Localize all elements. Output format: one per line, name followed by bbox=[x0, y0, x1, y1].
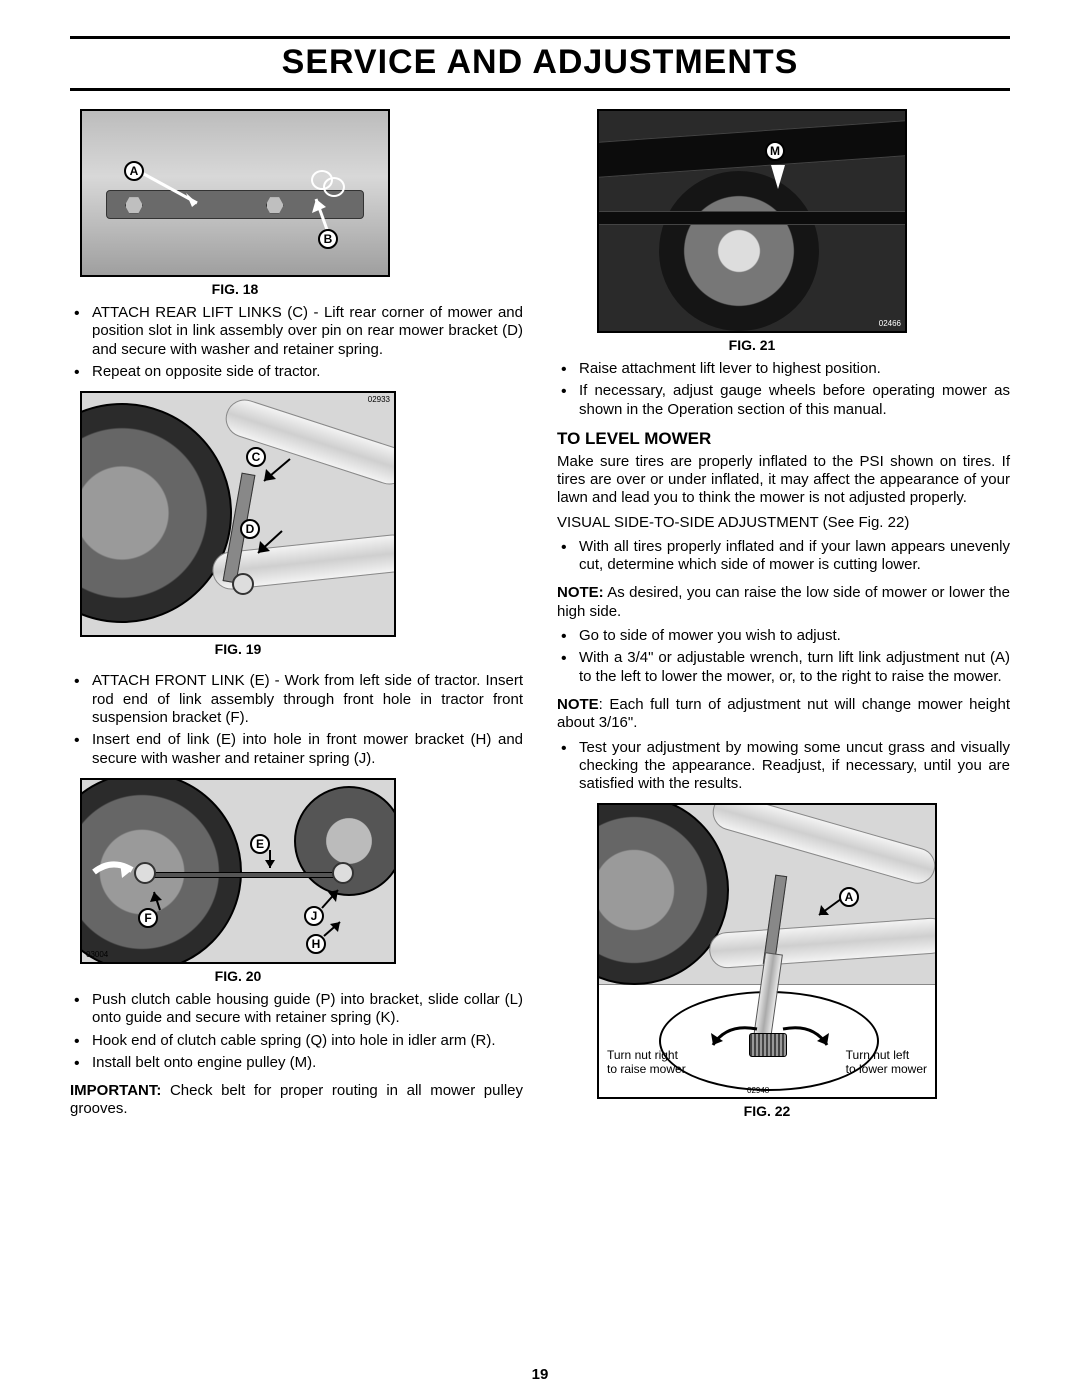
list-item: Raise attachment lift lever to highest p… bbox=[557, 360, 1010, 378]
right-bullets-1: Raise attachment lift lever to highest p… bbox=[557, 360, 1010, 419]
important-lead: IMPORTANT: bbox=[70, 1082, 161, 1099]
figure-20: E F J H 03004 bbox=[80, 778, 396, 964]
fig21-caption: FIG. 21 bbox=[597, 337, 907, 354]
right-column: M 02466 FIG. 21 Raise attachment lift le… bbox=[557, 109, 1010, 1127]
level-intro: Make sure tires are properly inflated to… bbox=[557, 453, 1010, 508]
page-title: SERVICE AND ADJUSTMENTS bbox=[70, 43, 1010, 82]
callout-m: M bbox=[765, 141, 785, 161]
important-note: IMPORTANT: Check belt for proper routing… bbox=[70, 1082, 523, 1119]
fig22-left-label: Turn nut right to raise mower bbox=[607, 1049, 686, 1077]
right-bullets-3: Go to side of mower you wish to adjust. … bbox=[557, 627, 1010, 686]
fig19-caption: FIG. 19 bbox=[80, 641, 396, 658]
visual-head: VISUAL SIDE-TO-SIDE ADJUSTMENT (See Fig.… bbox=[557, 514, 1010, 532]
fig19-num: 02933 bbox=[368, 395, 390, 405]
list-item: ATTACH FRONT LINK (E) - Work from left s… bbox=[70, 672, 523, 727]
callout-a: A bbox=[124, 161, 144, 181]
fig20-caption: FIG. 20 bbox=[80, 968, 396, 985]
list-item: Install belt onto engine pulley (M). bbox=[70, 1054, 523, 1072]
right-bullets-4: Test your adjustment by mowing some uncu… bbox=[557, 739, 1010, 794]
left-bullets-1: ATTACH REAR LIFT LINKS (C) - Lift rear c… bbox=[70, 304, 523, 381]
list-item: Push clutch cable housing guide (P) into… bbox=[70, 991, 523, 1028]
list-item: Go to side of mower you wish to adjust. bbox=[557, 627, 1010, 645]
fig22-caption: FIG. 22 bbox=[597, 1103, 937, 1120]
note2-text: : Each full turn of adjustment nut will … bbox=[557, 696, 1010, 731]
fig22-right-label: Turn nut left to lower mower bbox=[846, 1049, 927, 1077]
list-item: Test your adjustment by mowing some uncu… bbox=[557, 739, 1010, 794]
note-1: NOTE: As desired, you can raise the low … bbox=[557, 584, 1010, 621]
list-item: With a 3/4" or adjustable wrench, turn l… bbox=[557, 649, 1010, 686]
section-head-level-mower: To Level Mower bbox=[557, 429, 1010, 450]
list-item: ATTACH REAR LIFT LINKS (C) - Lift rear c… bbox=[70, 304, 523, 359]
left-bullets-3: Push clutch cable housing guide (P) into… bbox=[70, 991, 523, 1072]
list-item: With all tires properly inflated and if … bbox=[557, 538, 1010, 575]
list-item: Hook end of clutch cable spring (Q) into… bbox=[70, 1032, 523, 1050]
figure-18: 02934 A B bbox=[80, 109, 390, 277]
fig18-caption: FIG. 18 bbox=[80, 281, 390, 298]
figure-21: M 02466 bbox=[597, 109, 907, 333]
note1-text: As desired, you can raise the low side o… bbox=[557, 584, 1010, 619]
list-item: Repeat on opposite side of tractor. bbox=[70, 363, 523, 381]
note1-lead: NOTE: bbox=[557, 584, 604, 601]
bottom-rule bbox=[70, 88, 1010, 91]
fig20-num: 03004 bbox=[86, 950, 108, 960]
figure-22: 02933 A bbox=[597, 803, 937, 1099]
two-column-layout: 02934 A B FIG. 18 ATTA bbox=[70, 109, 1010, 1127]
left-column: 02934 A B FIG. 18 ATTA bbox=[70, 109, 523, 1127]
right-bullets-2: With all tires properly inflated and if … bbox=[557, 538, 1010, 575]
page-number: 19 bbox=[0, 1366, 1080, 1383]
callout-b: B bbox=[318, 229, 338, 249]
list-item: Insert end of link (E) into hole in fron… bbox=[70, 731, 523, 768]
note2-lead: NOTE bbox=[557, 696, 599, 713]
left-bullets-2: ATTACH FRONT LINK (E) - Work from left s… bbox=[70, 672, 523, 767]
fig22-bottomnum: 02948 bbox=[747, 1086, 769, 1096]
list-item: If necessary, adjust gauge wheels before… bbox=[557, 382, 1010, 419]
fig21-num: 02466 bbox=[879, 319, 901, 329]
note-2: NOTE: Each full turn of adjustment nut w… bbox=[557, 696, 1010, 733]
figure-19: 02933 C D bbox=[80, 391, 396, 637]
top-rule bbox=[70, 36, 1010, 39]
